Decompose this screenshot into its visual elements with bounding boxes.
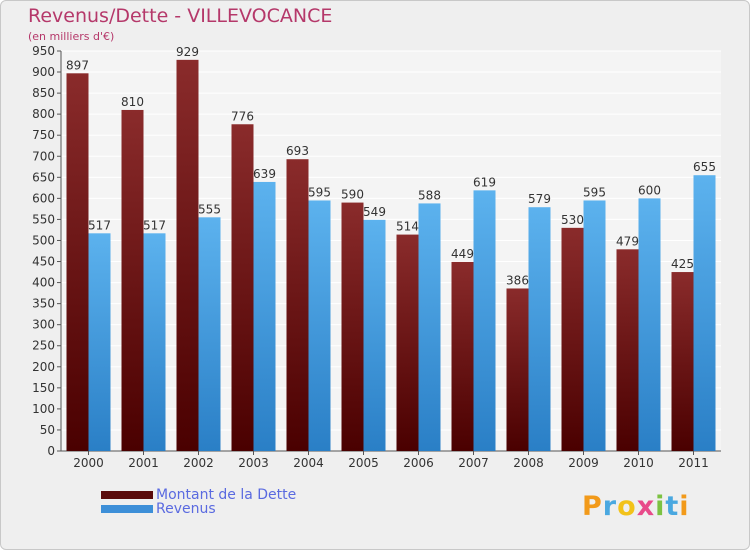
bar-dette bbox=[671, 272, 694, 451]
legend-label-revenus: Revenus bbox=[156, 501, 216, 517]
bar-revenus bbox=[363, 219, 386, 451]
bar-dette bbox=[396, 234, 419, 451]
data-label-dette: 590 bbox=[341, 188, 364, 202]
y-tick-label: 50 bbox=[40, 423, 55, 437]
data-label-revenus: 619 bbox=[473, 175, 496, 189]
x-tick-label: 2003 bbox=[238, 456, 269, 470]
data-label-dette: 449 bbox=[451, 247, 474, 261]
bar-revenus bbox=[583, 200, 606, 451]
y-tick-label: 550 bbox=[32, 212, 55, 226]
y-tick-label: 750 bbox=[32, 128, 55, 142]
bar-revenus bbox=[418, 203, 441, 451]
y-tick-label: 150 bbox=[32, 381, 55, 395]
bar-dette bbox=[121, 109, 144, 452]
y-tick-label: 300 bbox=[32, 318, 55, 332]
chart-title: Revenus/Dette - VILLEVOCANCE bbox=[28, 5, 333, 27]
x-tick-label: 2008 bbox=[513, 456, 544, 470]
bar-revenus bbox=[638, 198, 661, 451]
data-label-dette: 386 bbox=[506, 273, 529, 287]
bar-dette bbox=[616, 249, 639, 451]
legend-swatch-dette bbox=[101, 491, 153, 499]
y-tick-label: 600 bbox=[32, 191, 55, 205]
y-tick-label: 850 bbox=[32, 86, 55, 100]
bar-dette bbox=[561, 227, 584, 451]
data-label-dette: 479 bbox=[616, 234, 639, 248]
x-tick-label: 2007 bbox=[458, 456, 489, 470]
chart-subtitle: (en milliers d'€) bbox=[28, 30, 115, 43]
bar-revenus bbox=[253, 181, 276, 451]
bar-revenus bbox=[693, 175, 716, 452]
bar-dette bbox=[341, 202, 364, 451]
y-tick-label: 450 bbox=[32, 255, 55, 269]
x-tick-label: 2005 bbox=[348, 456, 379, 470]
legend-swatch-revenus bbox=[101, 505, 153, 513]
data-label-revenus: 555 bbox=[198, 202, 221, 216]
y-tick-label: 0 bbox=[47, 444, 55, 458]
y-tick-label: 800 bbox=[32, 107, 55, 121]
bar-dette bbox=[66, 73, 89, 451]
bar-dette bbox=[231, 124, 254, 452]
plot-area bbox=[61, 51, 721, 451]
data-label-dette: 776 bbox=[231, 109, 254, 123]
data-label-revenus: 600 bbox=[638, 183, 661, 197]
data-label-revenus: 579 bbox=[528, 192, 551, 206]
legend-item-dette: Montant de la Dette bbox=[101, 487, 296, 503]
logo-letter: x bbox=[636, 491, 656, 522]
y-tick-label: 200 bbox=[32, 360, 55, 374]
logo-letter: P bbox=[582, 491, 603, 522]
data-label-dette: 897 bbox=[66, 58, 89, 72]
y-tick-label: 900 bbox=[32, 65, 55, 79]
bar-revenus bbox=[198, 217, 221, 451]
data-label-revenus: 517 bbox=[88, 218, 111, 232]
bar-revenus bbox=[88, 233, 111, 451]
y-tick-label: 950 bbox=[32, 44, 55, 58]
y-tick-label: 250 bbox=[32, 339, 55, 353]
bar-revenus bbox=[473, 190, 496, 452]
data-label-revenus: 549 bbox=[363, 205, 386, 219]
data-label-dette: 425 bbox=[671, 257, 694, 271]
y-tick-label: 400 bbox=[32, 276, 55, 290]
x-tick-label: 2011 bbox=[678, 456, 709, 470]
x-tick-label: 2000 bbox=[73, 456, 104, 470]
data-label-revenus: 517 bbox=[143, 218, 166, 232]
data-label-revenus: 595 bbox=[583, 185, 606, 199]
x-tick-label: 2006 bbox=[403, 456, 434, 470]
x-tick-label: 2002 bbox=[183, 456, 214, 470]
logo-letter: r bbox=[602, 491, 618, 522]
legend-label-dette: Montant de la Dette bbox=[156, 487, 297, 503]
data-label-dette: 530 bbox=[561, 213, 584, 227]
data-label-revenus: 595 bbox=[308, 185, 331, 199]
bar-dette bbox=[176, 59, 199, 452]
bar-revenus bbox=[143, 233, 166, 451]
y-tick-label: 500 bbox=[32, 233, 55, 247]
y-tick-label: 700 bbox=[32, 149, 55, 163]
x-tick-label: 2004 bbox=[293, 456, 324, 470]
logo-letter: i bbox=[655, 491, 666, 522]
logo-letter: o bbox=[617, 491, 637, 522]
x-tick-label: 2009 bbox=[568, 456, 599, 470]
x-tick-label: 2010 bbox=[623, 456, 654, 470]
bar-revenus bbox=[528, 207, 551, 451]
data-label-revenus: 655 bbox=[693, 160, 716, 174]
legend-item-revenus: Revenus bbox=[101, 501, 216, 517]
bar-dette bbox=[451, 261, 474, 451]
data-label-dette: 514 bbox=[396, 220, 419, 234]
data-label-revenus: 639 bbox=[253, 167, 276, 181]
logo-letter: i bbox=[679, 491, 690, 522]
data-label-dette: 929 bbox=[176, 45, 199, 59]
data-label-dette: 810 bbox=[121, 95, 144, 109]
y-tick-label: 350 bbox=[32, 297, 55, 311]
bar-revenus bbox=[308, 200, 331, 451]
proxiti-logo: Proxiti bbox=[582, 491, 690, 522]
data-label-revenus: 588 bbox=[418, 188, 441, 202]
bar-dette bbox=[506, 288, 529, 451]
bar-dette bbox=[286, 159, 309, 452]
y-tick-label: 650 bbox=[32, 170, 55, 184]
x-tick-label: 2001 bbox=[128, 456, 159, 470]
logo-letter: t bbox=[665, 491, 680, 522]
data-label-dette: 693 bbox=[286, 144, 309, 158]
y-tick-label: 100 bbox=[32, 402, 55, 416]
